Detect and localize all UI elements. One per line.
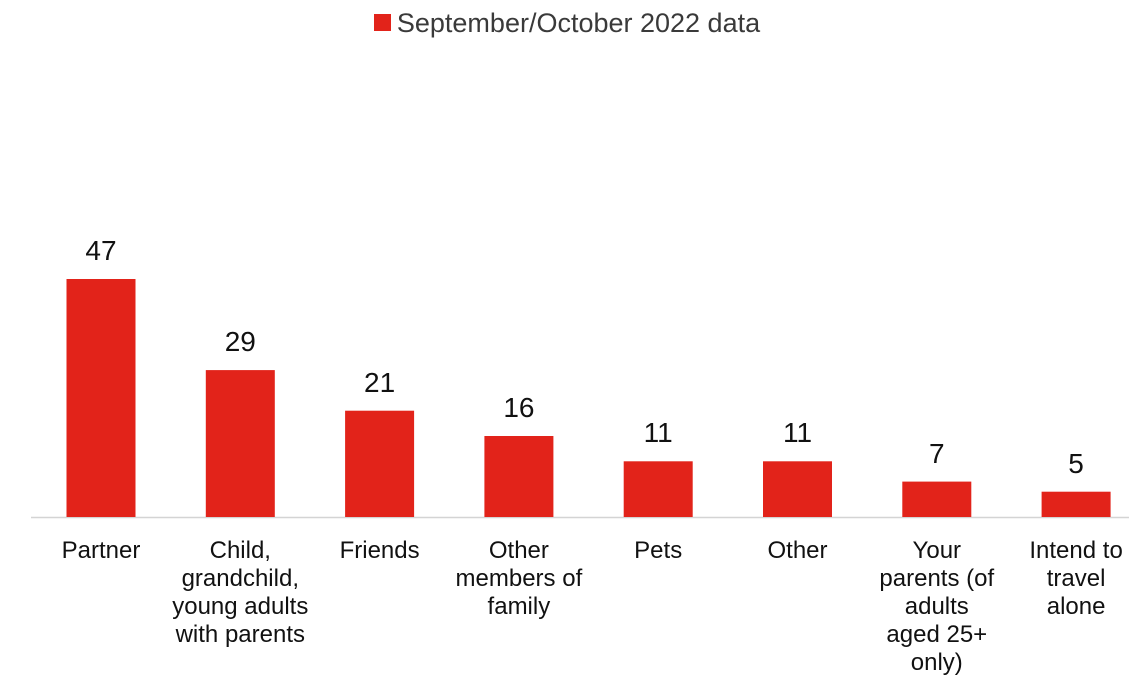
- category-label: Pets: [634, 537, 683, 564]
- data-label: 11: [643, 417, 673, 449]
- bar: [345, 410, 415, 517]
- category-label: Child, grandchild, young adults with par…: [172, 537, 309, 648]
- data-label: 29: [224, 326, 256, 358]
- category-label: Other: [767, 537, 828, 564]
- bar: [484, 436, 554, 517]
- category-label: Partner: [61, 537, 141, 564]
- category-label: Friends: [339, 537, 420, 564]
- data-label: 47: [85, 235, 117, 266]
- bar: [623, 461, 693, 517]
- data-label: 21: [364, 366, 396, 398]
- bar: [66, 279, 136, 517]
- data-label: 16: [503, 392, 535, 423]
- data-label: 5: [1068, 447, 1084, 479]
- bar: [1041, 491, 1111, 517]
- bar: [205, 370, 275, 517]
- category-label: Other members of family: [455, 537, 583, 620]
- category-label: Intend to travel alone: [1029, 537, 1123, 620]
- legend-swatch: [373, 14, 391, 31]
- data-label: 7: [929, 437, 945, 469]
- legend-label: September/October 2022 data: [396, 8, 761, 38]
- bar: [763, 461, 832, 517]
- chart-legend: September/October 2022 data: [0, 8, 1134, 39]
- bar: [902, 481, 972, 517]
- data-label: 11: [782, 417, 813, 449]
- category-label: Your parents (of adults aged 25+ only): [879, 537, 995, 676]
